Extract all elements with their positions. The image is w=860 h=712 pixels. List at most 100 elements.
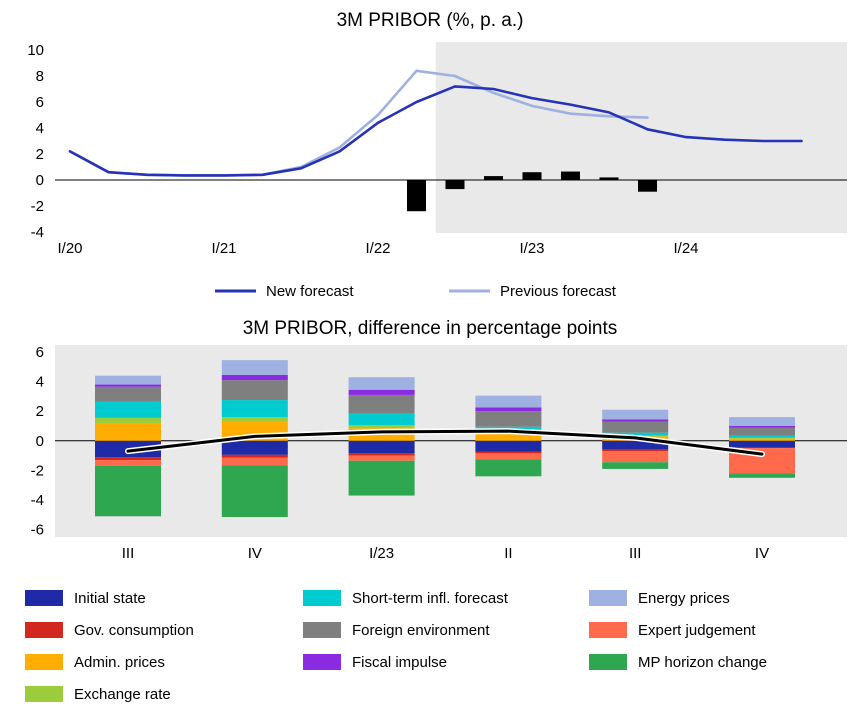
legend-label: Gov. consumption bbox=[74, 621, 194, 639]
top-x-tick-label: I/20 bbox=[57, 240, 82, 257]
stack-segment-energy-prices bbox=[729, 417, 795, 426]
legend-label: Expert judgement bbox=[638, 621, 756, 639]
stack-segment-mp-horizon-change bbox=[729, 473, 795, 478]
bottom-y-tick-label: -2 bbox=[31, 462, 44, 479]
bottom-y-tick-label: 2 bbox=[36, 403, 44, 420]
legend-item-short-term-infl-forecast: Short-term infl. forecast bbox=[303, 582, 508, 614]
exchange-rate-swatch bbox=[25, 686, 63, 702]
stack-segment-energy-prices bbox=[95, 375, 161, 385]
top-y-tick-label: 6 bbox=[36, 94, 44, 111]
stack-segment-initial-state bbox=[221, 440, 288, 455]
stack-segment-short-term-infl-forecast bbox=[348, 413, 415, 426]
bottom-y-tick-label: 0 bbox=[36, 433, 44, 450]
top-x-tick-label: I/23 bbox=[519, 240, 544, 257]
foreign-environment-swatch bbox=[303, 622, 341, 638]
energy-prices-swatch bbox=[589, 590, 627, 606]
stack-segment-foreign-environment bbox=[602, 421, 669, 433]
stack-segment-fiscal-impulse bbox=[221, 374, 288, 381]
short-term-infl-forecast-swatch bbox=[303, 590, 341, 606]
new-forecast-legend-label: New forecast bbox=[266, 283, 354, 300]
bottom-x-tick-label: III bbox=[122, 545, 135, 562]
bottom-x-tick-label: IV bbox=[248, 545, 262, 562]
legend-label: Admin. prices bbox=[74, 653, 165, 671]
stack-segment-expert-judgement bbox=[475, 453, 542, 460]
bottom-y-tick-label: -6 bbox=[31, 522, 44, 539]
legend-item-initial-state: Initial state bbox=[25, 582, 194, 614]
stack-segment-gov-consumption bbox=[95, 457, 161, 461]
stack-segment-short-term-infl-forecast bbox=[95, 401, 161, 418]
new-forecast-line bbox=[68, 85, 803, 177]
stack-segment-admin-prices bbox=[475, 433, 542, 441]
stack-segment-initial-state bbox=[348, 440, 415, 454]
diff-bar bbox=[522, 172, 542, 180]
bottom-y-tick-label: -4 bbox=[31, 492, 44, 509]
charts-svg: 10 8 6 4 2 0 -2 -4 I/20 I/21 I/22 I/23 I/24 New forec… bbox=[27, 42, 847, 562]
diff-bar bbox=[561, 171, 580, 180]
legend-label: Energy prices bbox=[638, 589, 730, 607]
top-x-tick-label: I/24 bbox=[673, 240, 698, 257]
previous-forecast-legend-label: Previous forecast bbox=[500, 283, 617, 300]
bottom-x-tick-label: I/23 bbox=[369, 545, 394, 562]
stack-segment-fiscal-impulse bbox=[729, 426, 795, 428]
top-y-tick-label: 2 bbox=[36, 146, 44, 163]
legend-item-mp-horizon-change: MP horizon change bbox=[589, 646, 767, 678]
stack-segment-expert-judgement bbox=[602, 451, 669, 463]
stack-segment-foreign-environment bbox=[348, 394, 415, 414]
stack-segment-exchange-rate bbox=[729, 437, 795, 439]
stack-segment-energy-prices bbox=[602, 409, 669, 420]
stack-segment-gov-consumption bbox=[475, 451, 542, 454]
stack-segment-gov-consumption bbox=[221, 454, 288, 458]
stack-segment-admin-prices bbox=[95, 423, 161, 441]
stack-segment-initial-state bbox=[475, 440, 542, 452]
stack-segment-fiscal-impulse bbox=[475, 407, 542, 412]
legend-column-2: Short-term infl. forecast Foreign environ… bbox=[303, 582, 508, 678]
legend-item-admin-prices: Admin. prices bbox=[25, 646, 194, 678]
forecast-shading-region bbox=[435, 42, 847, 233]
bottom-y-tick-label: 4 bbox=[36, 374, 44, 391]
top-x-tick-label: I/21 bbox=[211, 240, 236, 257]
bottom-x-tick-label: IV bbox=[755, 545, 769, 562]
stack-segment-energy-prices bbox=[348, 377, 415, 390]
stack-segment-fiscal-impulse bbox=[348, 389, 415, 395]
legend-item-foreign-environment: Foreign environment bbox=[303, 614, 508, 646]
admin-prices-swatch bbox=[25, 654, 63, 670]
legend-label: Initial state bbox=[74, 589, 146, 607]
components-legend: Initial state Gov. consumption Admin. pric… bbox=[0, 582, 860, 712]
legend-item-gov-consumption: Gov. consumption bbox=[25, 614, 194, 646]
legend-item-energy-prices: Energy prices bbox=[589, 582, 767, 614]
stack-segment-short-term-infl-forecast bbox=[602, 432, 669, 436]
stack-segment-fiscal-impulse bbox=[602, 419, 669, 422]
stack-segment-expert-judgement bbox=[348, 455, 415, 461]
legend-item-exchange-rate: Exchange rate bbox=[25, 678, 194, 710]
bottom-chart-title: 3M PRIBOR, difference in percentage poin… bbox=[242, 318, 618, 339]
top-y-tick-label: 8 bbox=[36, 68, 44, 85]
stack-segment-exchange-rate bbox=[348, 425, 415, 429]
diff-bar bbox=[407, 180, 426, 212]
stack-segment-mp-horizon-change bbox=[221, 465, 288, 518]
stack-segment-foreign-environment bbox=[221, 380, 288, 401]
stack-segment-gov-consumption bbox=[348, 453, 415, 456]
legend-label: Foreign environment bbox=[352, 621, 490, 639]
diff-bar bbox=[484, 176, 503, 180]
fiscal-impulse-swatch bbox=[303, 654, 341, 670]
stack-segment-exchange-rate bbox=[95, 417, 161, 424]
stack-segment-fiscal-impulse bbox=[95, 384, 161, 387]
bottom-x-tick-label: II bbox=[504, 545, 512, 562]
stack-segment-short-term-infl-forecast bbox=[221, 400, 288, 418]
stack-segment-foreign-environment bbox=[475, 411, 542, 427]
stack-segment-exchange-rate bbox=[221, 417, 288, 422]
stack-segment-initial-state bbox=[729, 440, 795, 448]
bottom-x-tick-label: III bbox=[629, 545, 642, 562]
legend-column-3: Energy prices Expert judgement MP horizon … bbox=[589, 582, 767, 678]
stack-segment-mp-horizon-change bbox=[348, 460, 415, 496]
bottom-y-tick-label: 6 bbox=[36, 344, 44, 361]
legend-column-1: Initial state Gov. consumption Admin. pric… bbox=[25, 582, 194, 710]
top-y-tick-label: 0 bbox=[36, 172, 44, 189]
stack-segment-expert-judgement bbox=[95, 460, 161, 466]
top-x-tick-label: I/22 bbox=[365, 240, 390, 257]
stack-segment-energy-prices bbox=[475, 395, 542, 408]
legend-item-fiscal-impulse: Fiscal impulse bbox=[303, 646, 508, 678]
stack-segment-foreign-environment bbox=[95, 386, 161, 402]
stack-segment-energy-prices bbox=[221, 360, 288, 375]
